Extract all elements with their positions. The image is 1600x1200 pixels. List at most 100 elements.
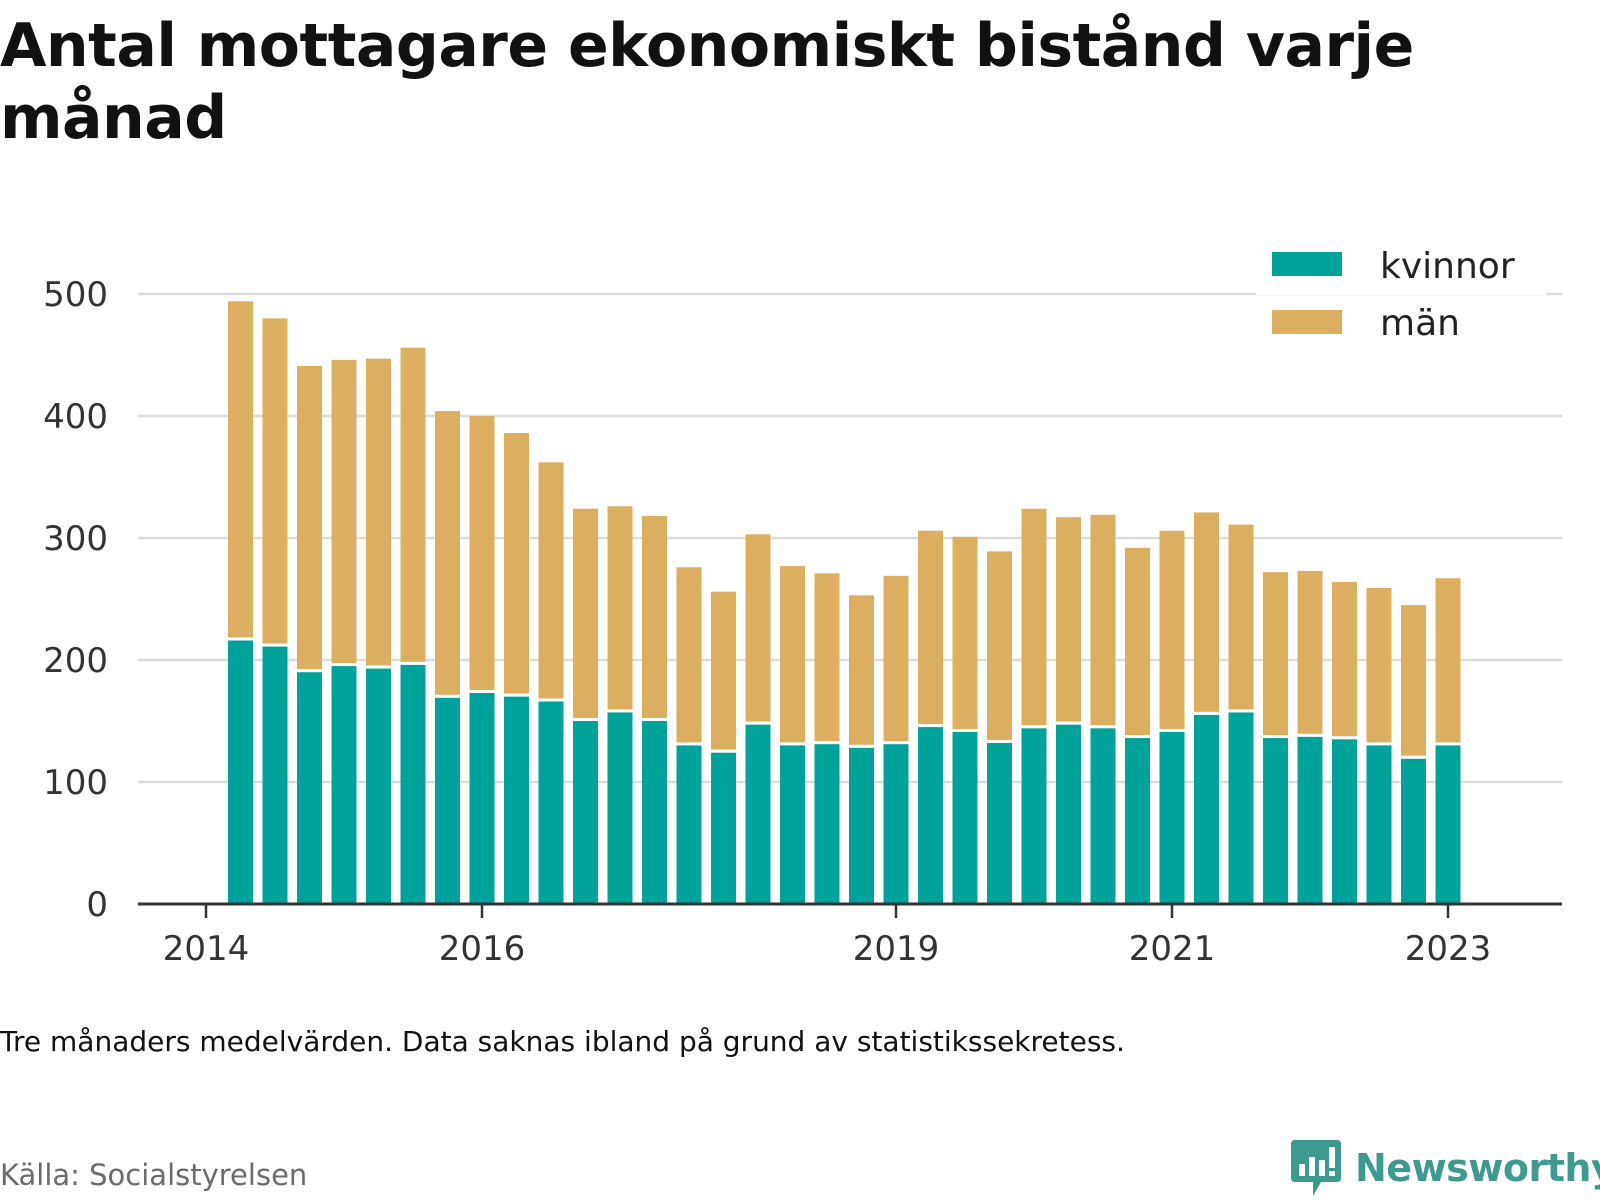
bar-kvinnor — [331, 666, 357, 904]
bar-kvinnor — [297, 672, 322, 904]
bar-separator — [1332, 736, 1357, 740]
bar-kvinnor — [400, 664, 426, 904]
bar-kvinnor — [814, 744, 840, 904]
x-tick-label: 2014 — [163, 929, 250, 969]
bar-separator — [435, 694, 460, 698]
bar-man — [366, 358, 391, 666]
bar-man — [1297, 570, 1323, 734]
bar-man — [1263, 572, 1288, 736]
bar-separator — [607, 709, 633, 713]
bar-man — [918, 530, 943, 725]
bar-kvinnor — [1159, 731, 1185, 904]
x-tick-label: 2023 — [1405, 929, 1492, 969]
bar-separator — [1090, 725, 1116, 729]
bar-kvinnor — [883, 744, 909, 904]
bar-kvinnor — [1332, 739, 1357, 904]
legend-swatch-kvinnor — [1272, 252, 1342, 276]
bar-man — [228, 301, 253, 638]
bar-kvinnor — [538, 701, 564, 904]
bar-man — [400, 347, 426, 662]
bar-man — [952, 536, 978, 729]
source-credit: Källa: Socialstyrelsen — [0, 1158, 308, 1192]
bar-man — [676, 567, 702, 743]
bar-man — [883, 575, 909, 742]
bar-kvinnor — [780, 745, 805, 904]
newsworthy-logo-icon — [1291, 1140, 1341, 1196]
bar-separator — [573, 718, 598, 721]
bar-man — [331, 359, 357, 664]
bar-man — [849, 595, 874, 745]
legend: kvinnor män — [1256, 245, 1546, 351]
bar-man — [469, 416, 495, 690]
bar-kvinnor — [952, 731, 978, 904]
bar-man — [1056, 517, 1081, 722]
bar-separator — [228, 637, 253, 641]
bar-man — [642, 516, 667, 718]
bar-man — [745, 534, 771, 722]
bar-man — [711, 591, 736, 750]
y-tick-label: 300 — [43, 519, 108, 559]
brand-name: Newsworthy — [1355, 1146, 1600, 1190]
bar-separator — [1228, 709, 1254, 713]
bar-kvinnor — [1228, 712, 1254, 904]
bar-separator — [1125, 735, 1150, 739]
bar-separator — [331, 663, 357, 667]
bar-separator — [676, 742, 702, 746]
bar-man — [1435, 578, 1461, 743]
bar-separator — [400, 661, 426, 665]
bar-kvinnor — [573, 721, 598, 904]
y-tick-label: 0 — [86, 885, 108, 925]
bar-kvinnor — [1401, 758, 1426, 904]
y-tick-label: 500 — [43, 275, 108, 315]
bar-kvinnor — [1435, 745, 1461, 904]
legend-label-man: män — [1380, 303, 1460, 344]
bar-kvinnor — [642, 721, 667, 904]
bar-man — [1159, 530, 1185, 729]
brand-logo: Newsworthy — [1291, 1136, 1600, 1200]
bar-separator — [1297, 733, 1323, 737]
bar-kvinnor — [711, 752, 736, 904]
x-tick-label: 2019 — [853, 929, 940, 969]
bar-kvinnor — [1090, 728, 1116, 904]
bar-kvinnor — [676, 745, 702, 904]
bar-man — [262, 318, 288, 644]
bar-kvinnor — [1366, 745, 1392, 904]
bar-separator — [1366, 742, 1392, 746]
bar-separator — [366, 665, 391, 669]
legend-label-kvinnor: kvinnor — [1380, 246, 1515, 287]
bar-kvinnor — [1125, 738, 1150, 904]
bar-man — [538, 462, 564, 699]
bar-kvinnor — [1297, 736, 1323, 904]
bar-man — [1021, 508, 1047, 726]
bar-separator — [1056, 721, 1081, 725]
bar-kvinnor — [918, 727, 943, 904]
bar-man — [1401, 605, 1426, 756]
chart-title: Antal mottagare ekonomiskt bistånd varje… — [0, 11, 1414, 153]
axes: 0 100 200 300 400 500 2014 2016 2019 2021 2023 — [43, 275, 1562, 969]
bar-kvinnor — [262, 646, 288, 904]
bar-separator — [952, 728, 978, 732]
bar-kvinnor — [745, 724, 771, 904]
bar-man — [504, 433, 529, 694]
bar-separator — [1435, 742, 1461, 746]
bars — [228, 301, 1461, 904]
bar-man — [1366, 588, 1392, 743]
bar-separator — [1263, 735, 1288, 739]
legend-swatch-man — [1272, 310, 1342, 334]
bar-man — [1332, 581, 1357, 737]
bar-man — [780, 566, 805, 743]
bar-separator — [814, 741, 840, 745]
bar-separator — [262, 643, 288, 647]
bar-man — [435, 411, 460, 695]
y-tick-label: 400 — [43, 397, 108, 437]
bar-man — [1125, 547, 1150, 736]
y-tick-label: 100 — [43, 763, 108, 803]
bar-man — [987, 551, 1012, 740]
x-tick-label: 2021 — [1129, 929, 1216, 969]
bar-man — [814, 573, 840, 742]
bar-kvinnor — [469, 692, 495, 904]
bar-separator — [1159, 728, 1185, 732]
bar-separator — [297, 669, 322, 673]
bar-separator — [883, 741, 909, 745]
